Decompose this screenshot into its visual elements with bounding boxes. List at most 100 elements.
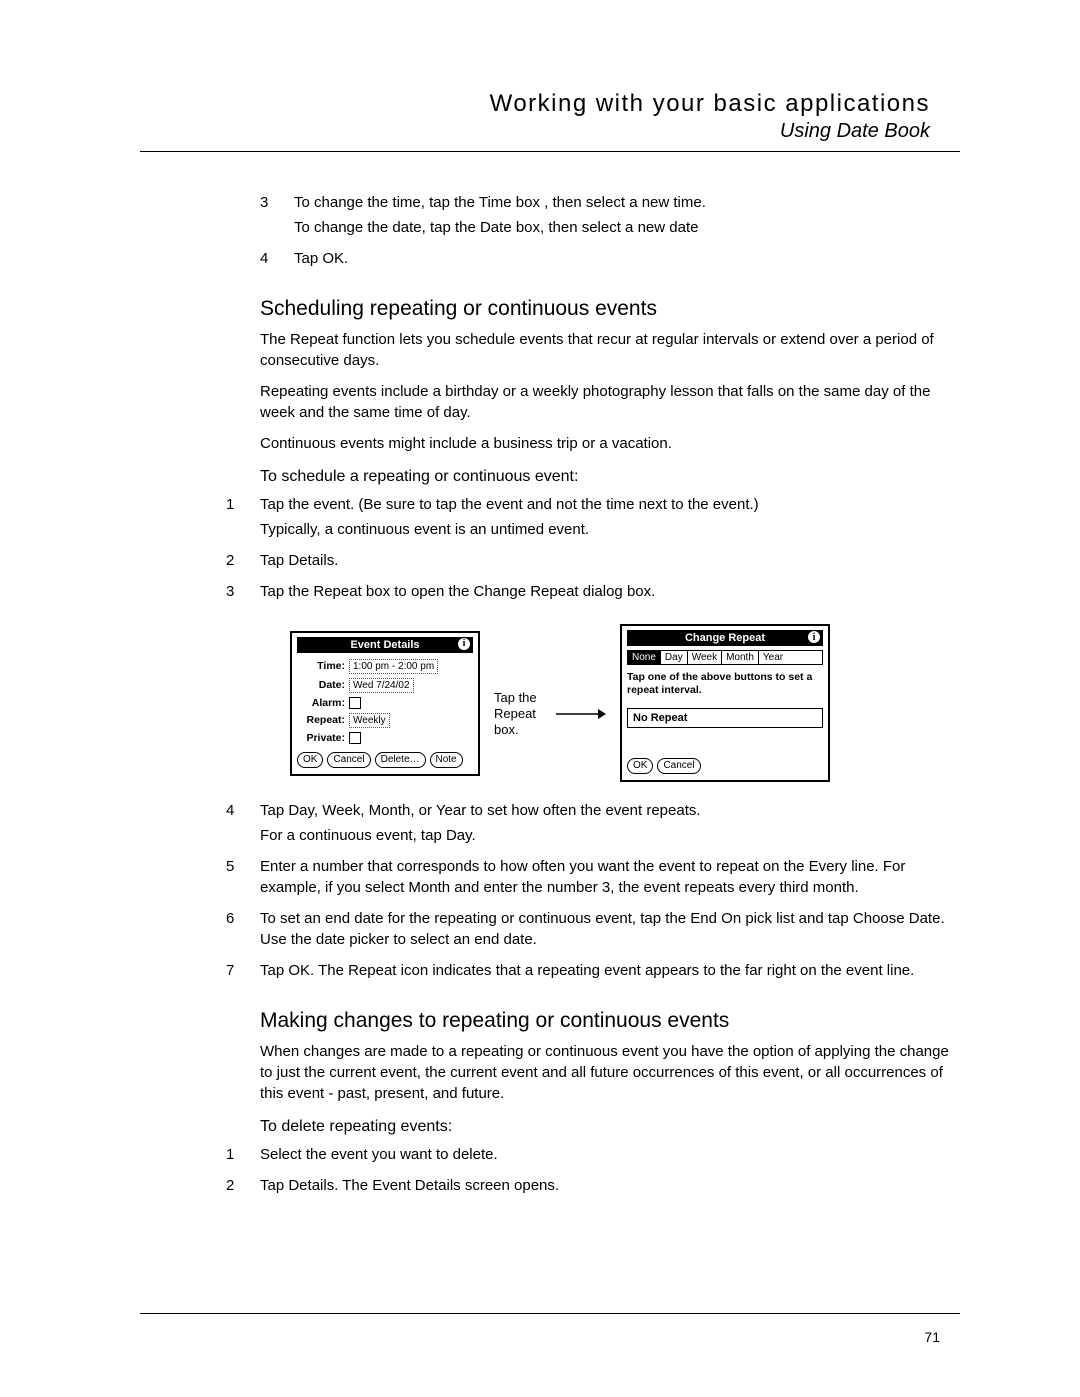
step-item: 2 Tap Details.	[226, 550, 950, 575]
step-number: 4	[226, 800, 260, 850]
step-number: 1	[226, 494, 260, 544]
paragraph: The Repeat function lets you schedule ev…	[260, 329, 950, 371]
step-body: Select the event you want to delete.	[260, 1144, 950, 1169]
time-value-box[interactable]: 1:00 pm - 2:00 pm	[349, 659, 438, 674]
step-body: Tap OK. The Repeat icon indicates that a…	[260, 960, 950, 985]
page-header: Working with your basic applications Usi…	[140, 90, 930, 143]
step-item: 6 To set an end date for the repeating o…	[226, 908, 950, 954]
info-icon[interactable]: i	[458, 638, 470, 650]
step-number: 5	[226, 856, 260, 902]
step-item: 4 Tap Day, Week, Month, or Year to set h…	[226, 800, 950, 850]
step-number: 6	[226, 908, 260, 954]
delete-button[interactable]: Delete…	[375, 752, 426, 768]
alarm-label: Alarm:	[297, 697, 349, 709]
dialog-title: Event Details	[350, 639, 419, 651]
field-row: Time: 1:00 pm - 2:00 pm	[297, 659, 473, 674]
page: Working with your basic applications Usi…	[0, 0, 1080, 1397]
step-text: Select the event you want to delete.	[260, 1144, 950, 1165]
change-repeat-dialog: Change Repeat i None Day Week Month Year…	[620, 624, 830, 782]
alarm-checkbox[interactable]	[349, 697, 361, 709]
event-details-dialog: Event Details i Time: 1:00 pm - 2:00 pm …	[290, 631, 480, 776]
header-subtitle: Using Date Book	[140, 120, 930, 143]
note-button[interactable]: Note	[430, 752, 463, 768]
date-label: Date:	[297, 679, 349, 691]
step-item: 5 Enter a number that corresponds to how…	[226, 856, 950, 902]
page-number: 71	[924, 1329, 940, 1345]
dialog-title: Change Repeat	[685, 632, 765, 644]
button-row: OK Cancel	[627, 758, 823, 774]
step-item: 4 Tap OK.	[260, 248, 950, 273]
step-number: 3	[260, 192, 294, 242]
dialog-title-bar: Change Repeat i	[627, 630, 823, 646]
cancel-button[interactable]: Cancel	[657, 758, 700, 774]
step-text: To set an end date for the repeating or …	[260, 908, 950, 950]
step-item: 3 To change the time, tap the Time box ,…	[260, 192, 950, 242]
step-item: 1 Select the event you want to delete.	[226, 1144, 950, 1169]
step-body: Tap Day, Week, Month, or Year to set how…	[260, 800, 950, 850]
step-body: Tap the Repeat box to open the Change Re…	[260, 581, 950, 606]
step-item: 3 Tap the Repeat box to open the Change …	[226, 581, 950, 606]
step-body: Tap Details. The Event Details screen op…	[260, 1175, 950, 1200]
step-body: Tap OK.	[294, 248, 950, 273]
step-text: To change the time, tap the Time box , t…	[294, 192, 950, 213]
tab-day[interactable]: Day	[661, 651, 688, 664]
step-item: 1 Tap the event. (Be sure to tap the eve…	[226, 494, 950, 544]
ok-button[interactable]: OK	[297, 752, 323, 768]
time-label: Time:	[297, 660, 349, 672]
no-repeat-status: No Repeat	[627, 708, 823, 728]
step-text: Tap the event. (Be sure to tap the event…	[260, 494, 950, 515]
tab-week[interactable]: Week	[688, 651, 722, 664]
step-text: Tap Day, Week, Month, or Year to set how…	[260, 800, 950, 821]
field-row: Repeat: Weekly	[297, 713, 473, 728]
step-number: 4	[260, 248, 294, 273]
step-text: Typically, a continuous event is an unti…	[260, 519, 950, 540]
step-item: 7 Tap OK. The Repeat icon indicates that…	[226, 960, 950, 985]
step-body: To change the time, tap the Time box , t…	[294, 192, 950, 242]
button-row: OK Cancel Delete… Note	[297, 752, 473, 768]
repeat-label: Repeat:	[297, 714, 349, 726]
arrow-icon	[556, 707, 606, 721]
paragraph: Continuous events might include a busine…	[260, 433, 950, 454]
private-label: Private:	[297, 732, 349, 744]
tab-month[interactable]: Month	[722, 651, 759, 664]
step-number: 2	[226, 550, 260, 575]
section-heading: Making changes to repeating or continuou…	[260, 1009, 950, 1033]
header-rule	[140, 151, 960, 152]
private-checkbox[interactable]	[349, 732, 361, 744]
paragraph: When changes are made to a repeating or …	[260, 1041, 950, 1104]
field-row: Alarm:	[297, 697, 473, 709]
dialog-diagram: Event Details i Time: 1:00 pm - 2:00 pm …	[290, 624, 950, 782]
step-text: Tap OK.	[294, 248, 950, 269]
step-text: For a continuous event, tap Day.	[260, 825, 950, 846]
tab-none[interactable]: None	[628, 651, 661, 664]
tab-year[interactable]: Year	[759, 651, 787, 664]
paragraph: Repeating events include a birthday or a…	[260, 381, 950, 423]
callout-text: Tap the Repeat box.	[494, 690, 552, 739]
info-icon[interactable]: i	[808, 631, 820, 643]
repeat-instruction: Tap one of the above buttons to set a re…	[627, 671, 823, 696]
footer-rule	[140, 1313, 960, 1314]
step-body: Enter a number that corresponds to how o…	[260, 856, 950, 902]
repeat-tab-row: None Day Week Month Year	[627, 650, 823, 665]
step-text: Tap Details.	[260, 550, 950, 571]
cancel-button[interactable]: Cancel	[327, 752, 370, 768]
repeat-value-box[interactable]: Weekly	[349, 713, 390, 728]
ok-button[interactable]: OK	[627, 758, 653, 774]
step-item: 2 Tap Details. The Event Details screen …	[226, 1175, 950, 1200]
step-text: Enter a number that corresponds to how o…	[260, 856, 950, 898]
field-row: Private:	[297, 732, 473, 744]
step-text: Tap Details. The Event Details screen op…	[260, 1175, 950, 1196]
step-body: To set an end date for the repeating or …	[260, 908, 950, 954]
step-number: 3	[226, 581, 260, 606]
step-number: 1	[226, 1144, 260, 1169]
step-body: Tap the event. (Be sure to tap the event…	[260, 494, 950, 544]
content-area: 3 To change the time, tap the Time box ,…	[140, 192, 960, 1200]
callout-group: Tap the Repeat box.	[494, 690, 606, 739]
section-heading: Scheduling repeating or continuous event…	[260, 297, 950, 321]
step-body: Tap Details.	[260, 550, 950, 575]
dialog-title-bar: Event Details i	[297, 637, 473, 653]
step-number: 2	[226, 1175, 260, 1200]
step-text: To change the date, tap the Date box, th…	[294, 217, 950, 238]
date-value-box[interactable]: Wed 7/24/02	[349, 678, 414, 693]
header-title: Working with your basic applications	[140, 90, 930, 118]
